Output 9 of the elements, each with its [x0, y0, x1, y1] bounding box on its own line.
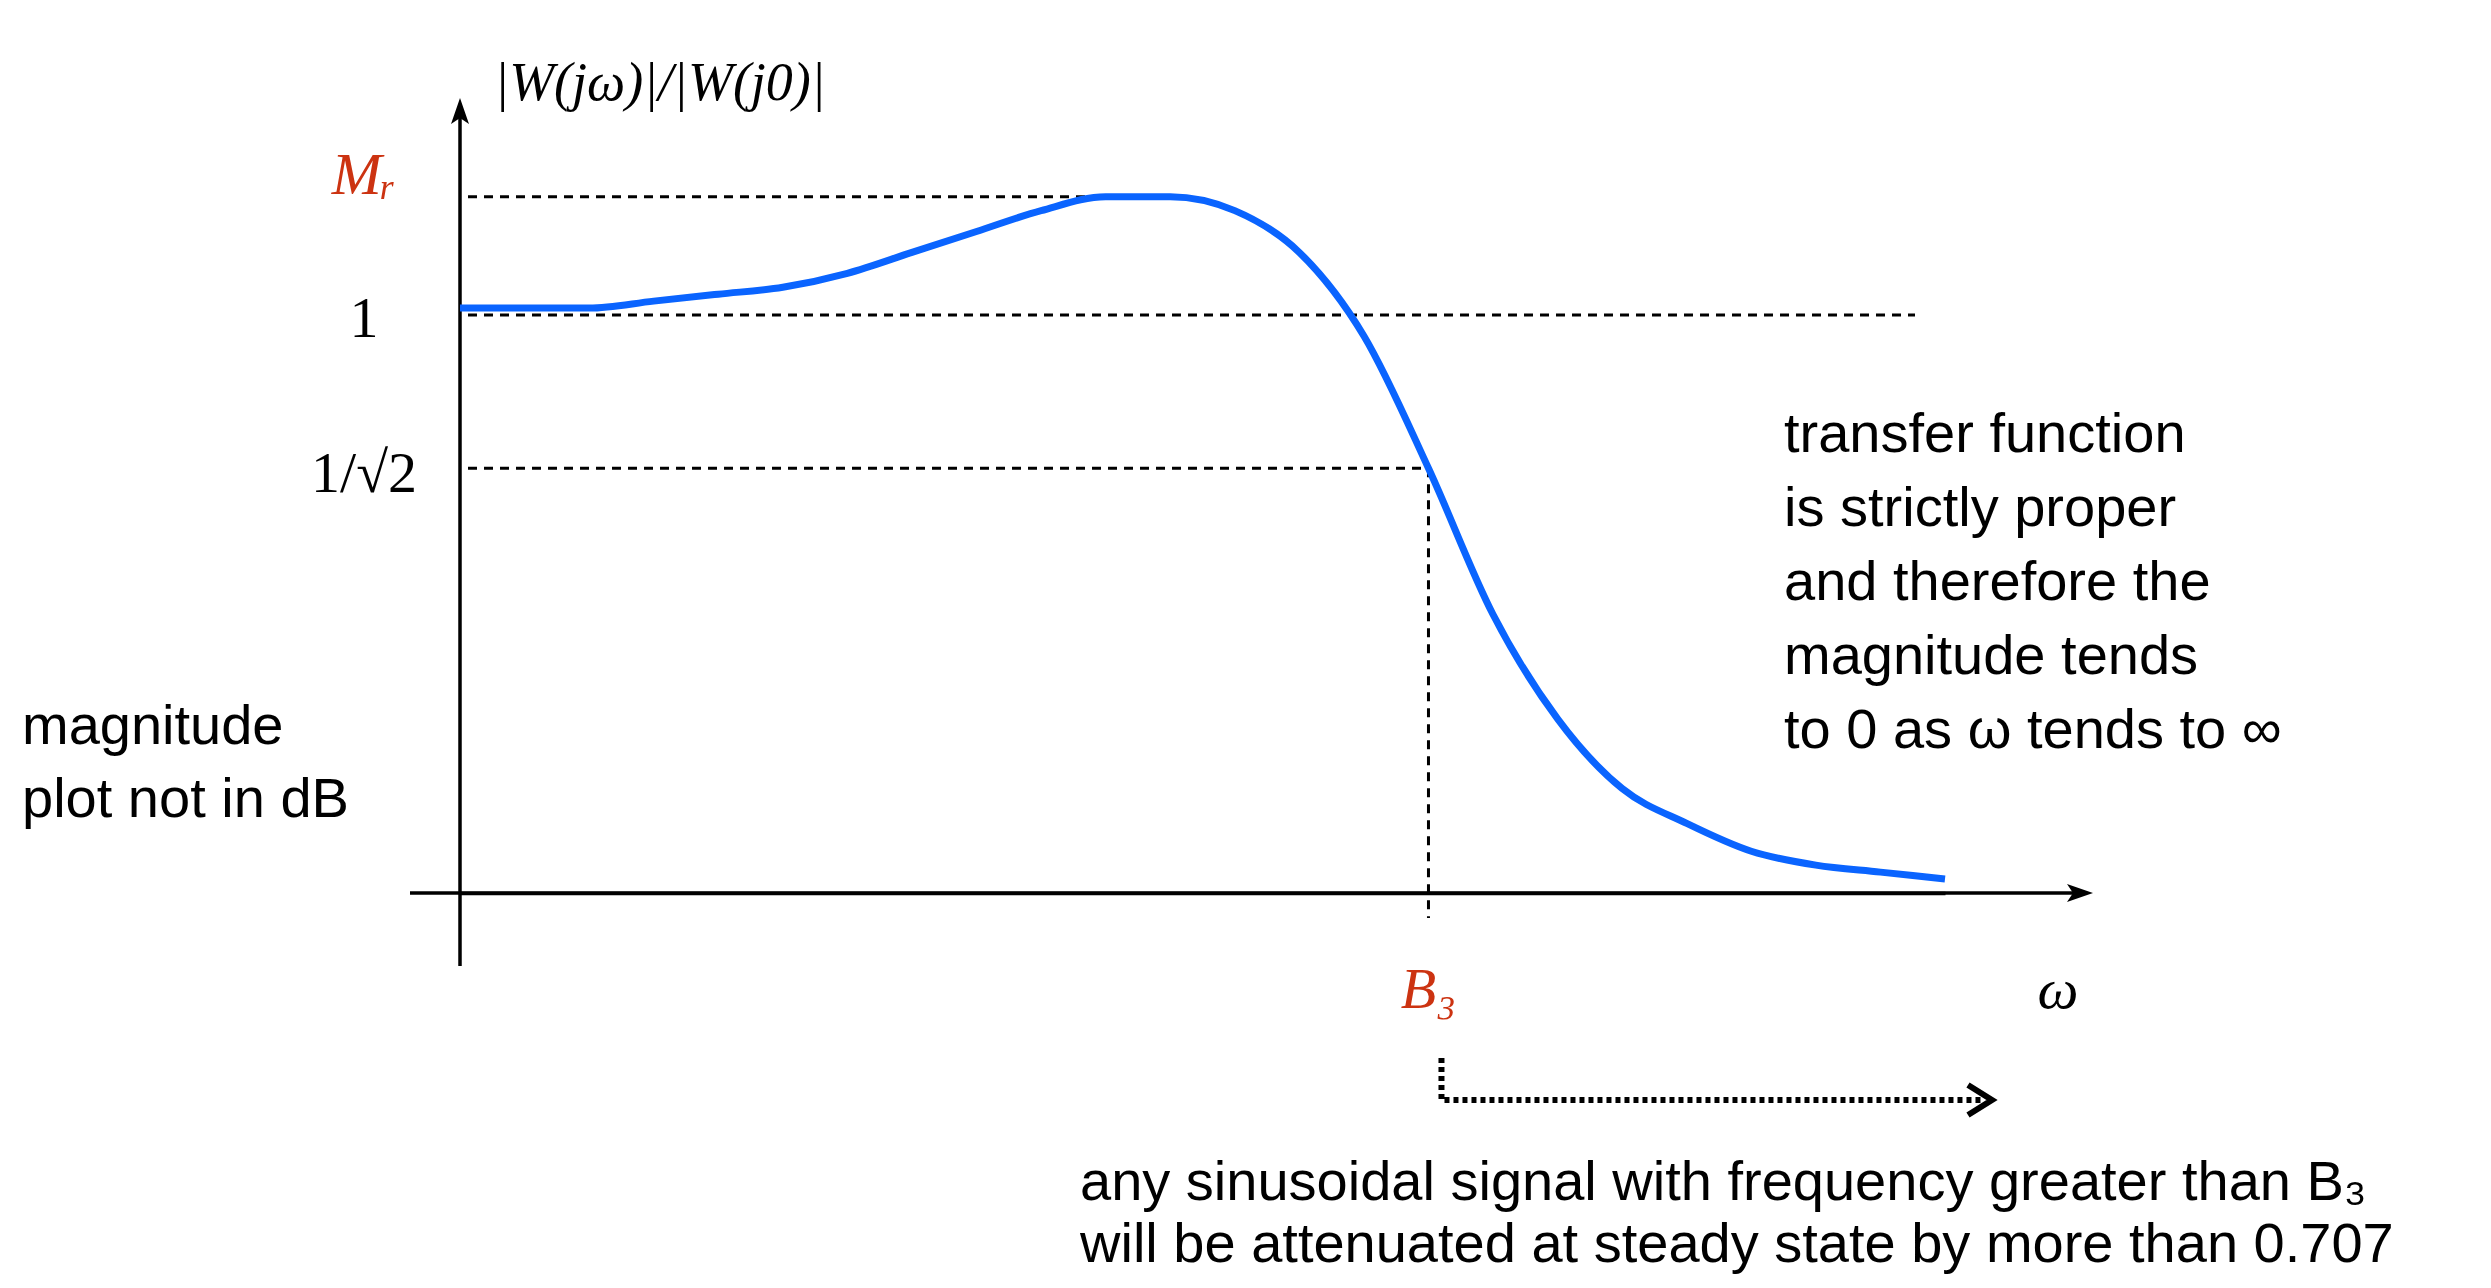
text: magnitude plot not in dB	[22, 693, 349, 829]
x-axis-title: ω	[2037, 956, 2079, 1022]
text: 1	[349, 285, 379, 350]
text: B₃	[1400, 956, 1457, 1021]
ref-line-label: Mᵣ	[330, 140, 397, 207]
y-axis-title: |W(jω)|/|W(j0)|	[494, 52, 826, 112]
text: any sinusoidal signal with frequency greater than B₃ will be attenuated at steady state by more than 0.707	[1079, 1149, 2394, 1274]
annotation: transfer function is strictly proper and therefore the magnitude tends to 0 as ω tends to ∞	[1784, 401, 2282, 760]
text: 1/√2	[311, 439, 417, 505]
